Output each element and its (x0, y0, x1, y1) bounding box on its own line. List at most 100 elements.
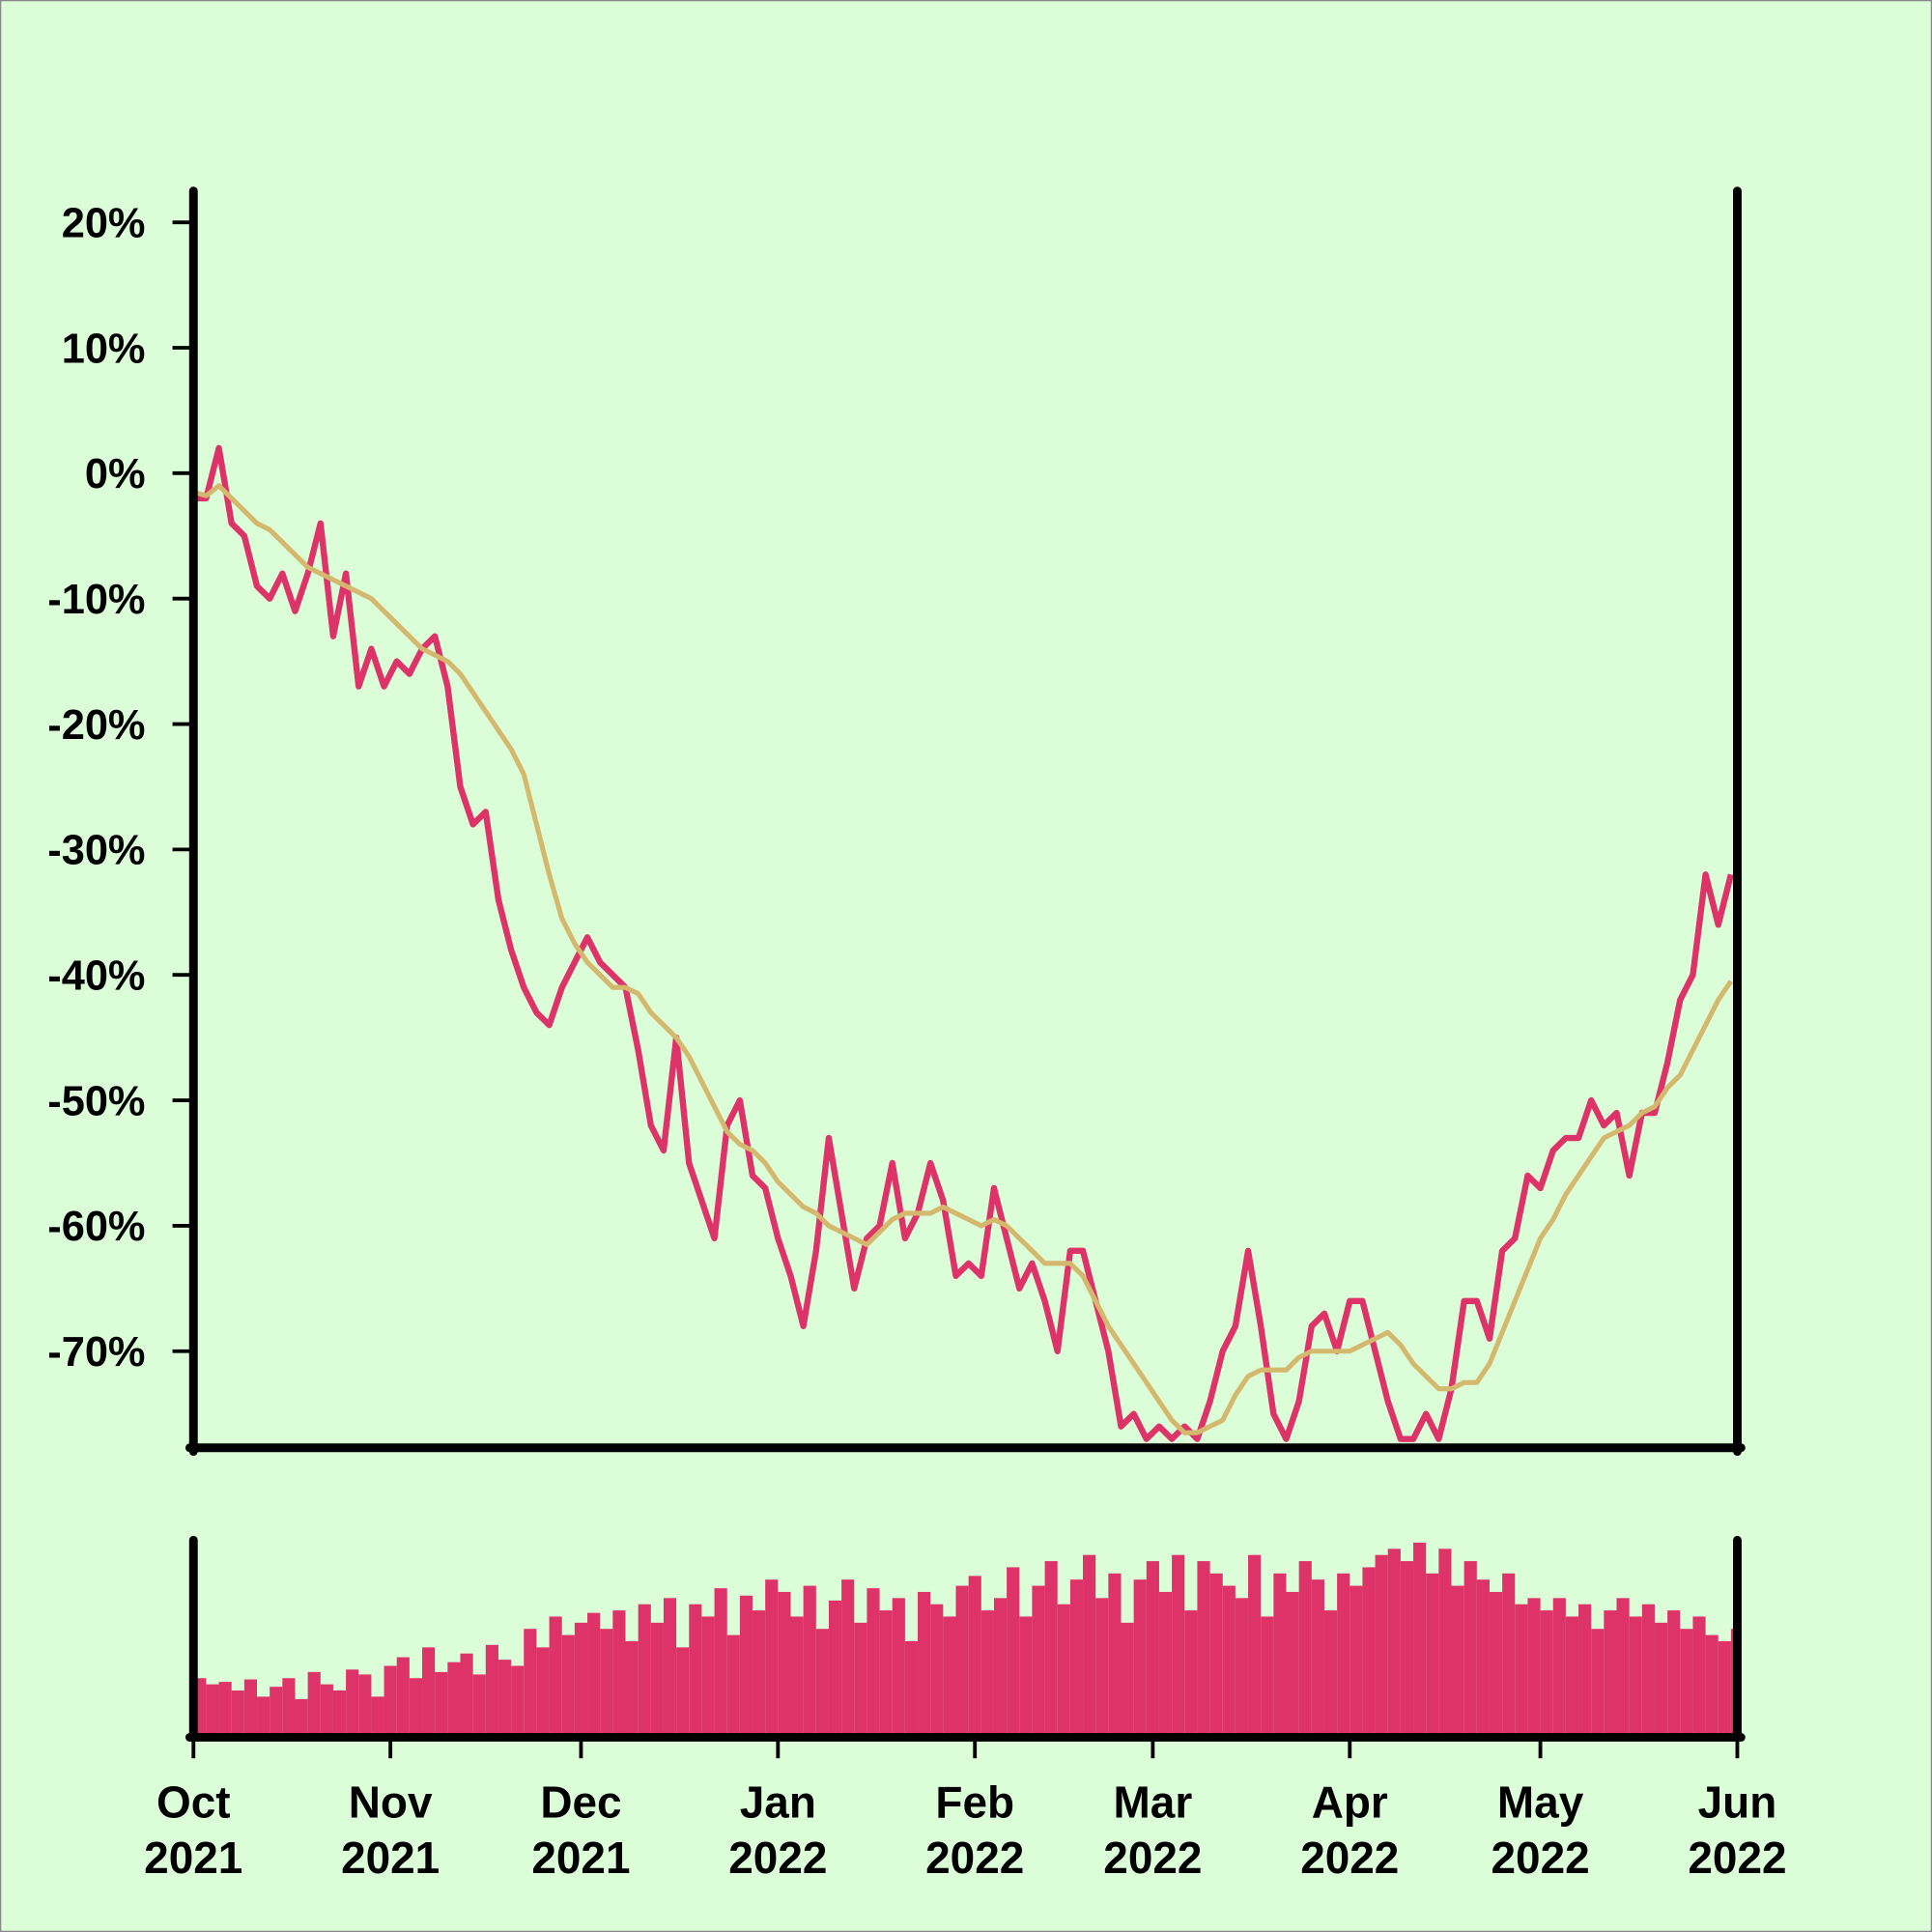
volume-bar (561, 1634, 575, 1734)
volume-bar (778, 1591, 791, 1734)
volume-bar (1057, 1604, 1070, 1734)
volume-bar (1578, 1604, 1592, 1734)
volume-bar (1083, 1554, 1096, 1734)
volume-bar (511, 1665, 525, 1734)
volume-bar (968, 1576, 981, 1734)
volume-bar (536, 1647, 550, 1734)
volume-bar (1502, 1573, 1516, 1734)
x-tick-label: Feb 2022 (925, 1776, 1024, 1882)
volume-bar (1552, 1598, 1566, 1734)
x-tick-label-line: Jan (740, 1776, 816, 1827)
volume-bar (612, 1610, 626, 1734)
x-tick-label-line: 2021 (531, 1833, 630, 1883)
volume-bar (295, 1698, 308, 1734)
volume-bar (1133, 1579, 1147, 1734)
volume-bar (1680, 1629, 1693, 1734)
volume-bar (955, 1585, 969, 1734)
volume-bar (1311, 1579, 1324, 1734)
volume-bar (346, 1669, 359, 1734)
y-tick-label: 10% (62, 326, 146, 372)
volume-bar (867, 1588, 880, 1734)
volume-bar (384, 1665, 397, 1734)
volume-bar (904, 1640, 919, 1734)
volume-bar (549, 1616, 562, 1734)
y-tick-label: -70% (47, 1329, 145, 1376)
volume-bar (1197, 1561, 1210, 1734)
volume-bar (1095, 1598, 1109, 1734)
x-tick-label: May 2022 (1492, 1776, 1590, 1882)
volume-bar (1209, 1573, 1223, 1734)
volume-bar (231, 1690, 244, 1734)
volume-bar (1273, 1573, 1287, 1734)
volume-bar (892, 1598, 905, 1734)
volume-bar (689, 1604, 702, 1734)
x-tick-label-line: 2022 (1300, 1833, 1399, 1883)
volume-bar (1426, 1573, 1439, 1734)
volume-bar (1350, 1585, 1363, 1734)
volume-bar (600, 1629, 613, 1734)
volume-bar (497, 1660, 512, 1734)
volume-bar (218, 1682, 232, 1734)
volume-bar (918, 1591, 931, 1734)
volume-bar (1387, 1548, 1401, 1734)
volume-bar (1007, 1567, 1020, 1734)
volume-bar (879, 1610, 893, 1734)
volume-bar (332, 1690, 347, 1734)
volume-bar (320, 1684, 333, 1734)
volume-bar (435, 1671, 448, 1734)
volume-bar (1591, 1629, 1605, 1734)
volume-bar (790, 1616, 804, 1734)
y-tick-label: -60% (47, 1204, 145, 1250)
volume-bar (1298, 1561, 1312, 1734)
volume-bar (1248, 1554, 1262, 1734)
volume-bar (828, 1600, 842, 1734)
volume-bar (472, 1674, 486, 1734)
volume-bar (307, 1671, 321, 1734)
volume-bar (625, 1640, 639, 1734)
volume-bar (1705, 1634, 1719, 1734)
volume-bar (714, 1588, 727, 1734)
volume-bar (1032, 1585, 1045, 1734)
volume-bar (371, 1696, 384, 1734)
volume-bar (726, 1634, 740, 1734)
volume-bar (1235, 1598, 1249, 1734)
volume-bar (270, 1687, 283, 1734)
x-tick-label: Nov 2021 (341, 1776, 440, 1882)
x-tick-label: Jun 2022 (1688, 1776, 1786, 1882)
y-tick-label: 20% (62, 200, 146, 246)
volume-bar (815, 1629, 829, 1734)
y-tick-label: -20% (47, 702, 145, 749)
volume-bar (1146, 1561, 1159, 1734)
volume-bar (396, 1657, 410, 1734)
x-tick-label-line: 2022 (1688, 1833, 1786, 1883)
volume-bar (447, 1662, 461, 1734)
volume-bar (422, 1647, 436, 1734)
volume-bar (1019, 1616, 1033, 1734)
volume-bar (1286, 1591, 1299, 1734)
volume-bar (1400, 1561, 1414, 1734)
volume-bar (1172, 1554, 1185, 1734)
volume-bar (1667, 1610, 1681, 1734)
volume-bar (460, 1653, 473, 1734)
volume-bar (1158, 1591, 1173, 1734)
x-tick-label-line: 2021 (144, 1833, 242, 1883)
volume-bar (676, 1647, 690, 1734)
x-tick-label: Oct 2021 (144, 1776, 242, 1882)
volume-bar (765, 1579, 779, 1734)
volume-bar (638, 1604, 651, 1734)
volume-bar (930, 1604, 944, 1734)
x-tick-label-line: 2022 (1492, 1833, 1590, 1883)
volume-bar (1044, 1561, 1058, 1734)
volume-bar (663, 1598, 677, 1734)
x-tick-label-line: Feb (935, 1776, 1014, 1827)
y-tick-label: -30% (47, 828, 145, 874)
volume-bar (409, 1678, 423, 1734)
x-tick-label: Mar 2022 (1103, 1776, 1202, 1882)
volume-bar (524, 1629, 537, 1734)
y-tick-label: -10% (47, 577, 145, 623)
volume-bar (1362, 1567, 1376, 1734)
volume-bar (282, 1678, 296, 1734)
x-tick-label-line: 2022 (728, 1833, 827, 1883)
x-tick-label: Dec 2021 (531, 1776, 630, 1882)
lines (193, 444, 1734, 1442)
